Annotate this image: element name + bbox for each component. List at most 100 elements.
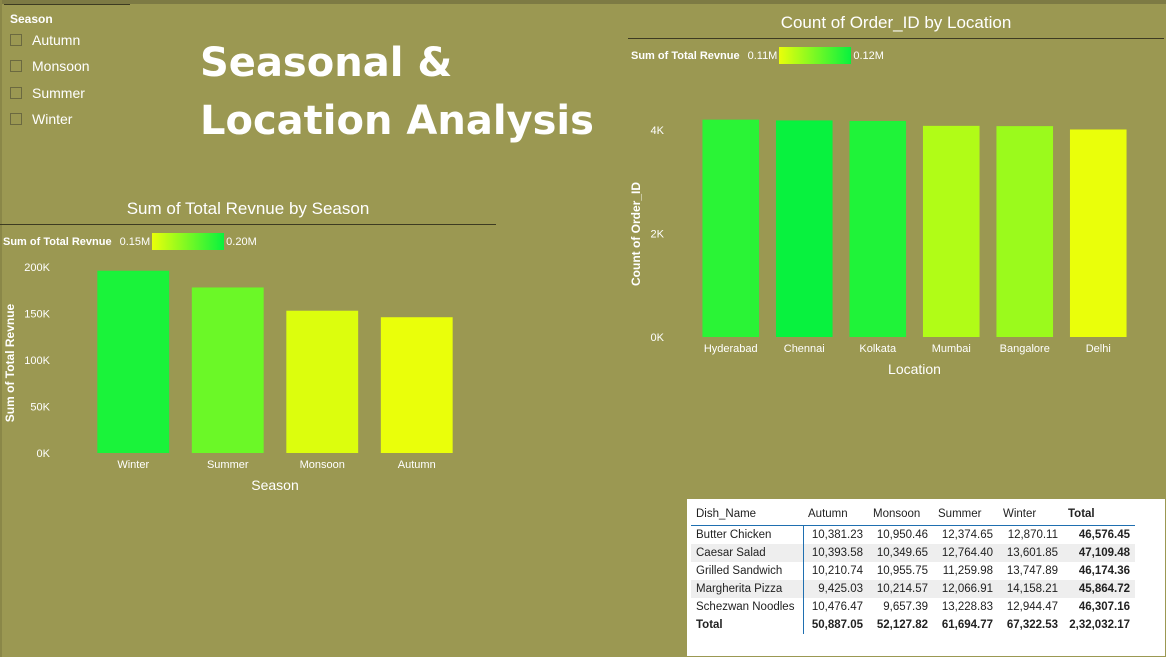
top-border: [0, 0, 1166, 4]
checkbox[interactable]: [10, 60, 22, 72]
dish-name-cell: Caesar Salad: [696, 547, 766, 559]
bar-chennai: [775, 120, 833, 337]
total-value-cell: 61,694.77: [941, 619, 993, 631]
page-title-line2: Location Analysis: [200, 98, 594, 144]
y-tick-label: 4K: [651, 125, 665, 137]
table-header-row: Dish_Name Autumn Monsoon Summer Winter T…: [691, 503, 1135, 526]
y-tick-label: 2K: [651, 229, 665, 241]
season-chart-title: Sum of Total Revnue by Season: [126, 199, 370, 218]
x-tick-label: Autumn: [398, 459, 436, 471]
legend-gradient: [779, 47, 852, 64]
legend-title: Sum of Total Revnue: [3, 235, 112, 248]
y-tick-label: 0K: [651, 332, 665, 344]
slicer-item-autumn[interactable]: Autumn: [10, 31, 80, 49]
column-header[interactable]: Total: [1068, 508, 1095, 520]
y-tick-label: 200K: [24, 262, 50, 274]
x-axis-title: Season: [251, 477, 298, 493]
value-cell: 13,228.83: [941, 601, 993, 613]
bar-winter: [97, 270, 170, 453]
season-chart-divider: [0, 224, 496, 225]
table-row: Margherita Pizza 9,425.03 10,214.57 12,066.…: [691, 580, 1135, 598]
x-tick-label: Kolkata: [859, 343, 897, 355]
column-header[interactable]: Autumn: [808, 508, 848, 520]
bar-autumn: [380, 317, 453, 453]
slicer-item-label: Autumn: [32, 32, 81, 48]
total-value-cell: 67,322.53: [1006, 619, 1058, 631]
x-tick-label: Monsoon: [300, 459, 345, 471]
value-cell: 13,747.89: [1006, 565, 1058, 577]
value-cell: 11,259.98: [942, 565, 993, 577]
y-axis-title: Sum of Total Revnue: [3, 303, 17, 422]
column-header[interactable]: Monsoon: [873, 508, 921, 520]
revenue-matrix-panel: Dish_Name Autumn Monsoon Summer Winter T…: [687, 499, 1165, 656]
table-row: Butter Chicken 10,381.23 10,950.46 12,374.6…: [691, 525, 1135, 544]
value-cell: 10,955.75: [876, 565, 928, 577]
dish-name-cell: Grilled Sandwich: [696, 565, 783, 577]
x-tick-label: Delhi: [1086, 343, 1111, 355]
legend-max: 0.20M: [226, 235, 257, 248]
bar-delhi: [1069, 129, 1127, 337]
table-row: Schezwan Noodles 10,476.47 9,657.39 13,228.…: [691, 598, 1135, 616]
column-header[interactable]: Winter: [1003, 508, 1037, 520]
slicer-item-monsoon[interactable]: Monsoon: [10, 57, 90, 75]
table-row: Grilled Sandwich 10,210.74 10,955.75 11,259…: [691, 562, 1135, 580]
x-tick-label: Winter: [117, 459, 149, 471]
x-tick-label: Hyderabad: [704, 343, 758, 355]
slicer-item-summer[interactable]: Summer: [10, 84, 85, 102]
checkbox[interactable]: [10, 113, 22, 125]
checkbox[interactable]: [10, 87, 22, 99]
dish-name-cell: Margherita Pizza: [696, 583, 783, 595]
value-cell: 12,870.11: [1007, 529, 1058, 541]
slicer-item-label: Winter: [32, 111, 73, 127]
x-tick-label: Mumbai: [932, 343, 971, 355]
checkbox[interactable]: [10, 34, 22, 46]
y-tick-label: 100K: [24, 355, 50, 367]
y-axis-title: Count of Order_ID: [629, 182, 643, 286]
value-cell: 10,381.23: [802, 525, 868, 544]
column-header[interactable]: Summer: [938, 508, 982, 520]
bar-hyderabad: [702, 119, 760, 338]
x-tick-label: Bangalore: [1000, 343, 1050, 355]
bar-kolkata: [849, 120, 907, 337]
value-cell: 10,476.47: [802, 598, 868, 616]
location-chart-divider: [628, 38, 1164, 39]
season-chart-legend: Sum of Total Revnue 0.15M 0.20M: [3, 233, 257, 250]
table-total-row: Total 50,887.05 52,127.82 61,694.77 67,322.5…: [691, 616, 1135, 634]
location-chart-title: Count of Order_ID by Location: [780, 13, 1012, 32]
season-chart: 0K 50K 100K 150K 200K Winter Summer Monsoon Autu…: [3, 262, 453, 493]
total-value-cell: 50,887.05: [802, 616, 868, 634]
slicer-item-winter[interactable]: Winter: [10, 110, 72, 128]
value-cell: 12,066.91: [941, 583, 993, 595]
value-cell: 10,210.74: [802, 562, 868, 580]
y-tick-label: 50K: [30, 402, 50, 414]
value-cell: 46,576.45: [1078, 529, 1130, 541]
bar-mumbai: [922, 125, 980, 337]
value-cell: 14,158.21: [1006, 583, 1058, 595]
value-cell: 9,425.03: [802, 580, 868, 598]
bar-monsoon: [286, 310, 359, 453]
value-cell: 46,174.36: [1078, 565, 1130, 577]
y-tick-label: 150K: [24, 309, 50, 321]
value-cell: 10,393.58: [802, 544, 868, 562]
legend-min: 0.15M: [119, 235, 151, 248]
value-cell: 10,950.46: [876, 529, 928, 541]
value-cell: 46,307.16: [1078, 601, 1130, 613]
x-tick-label: Chennai: [784, 343, 825, 355]
location-chart: 0K 2K 4K Hyderabad Chennai Kolkata Mumbai Banga…: [629, 119, 1127, 377]
bar-summer: [191, 287, 264, 453]
page-title: Seasonal & Location Analysis: [200, 34, 600, 150]
legend-gradient: [152, 233, 225, 250]
column-header[interactable]: Dish_Name: [696, 508, 757, 520]
x-tick-label: Summer: [207, 459, 249, 471]
legend-title: Sum of Total Revnue: [631, 49, 740, 62]
total-value-cell: 2,32,032.17: [1069, 619, 1130, 631]
slicer-item-label: Monsoon: [32, 58, 90, 74]
slicer-item-label: Summer: [32, 85, 85, 101]
total-label-cell: Total: [696, 619, 723, 631]
slicer-title: Season: [10, 12, 53, 26]
y-tick-label: 0K: [37, 448, 51, 460]
x-axis-title: Location: [888, 361, 941, 377]
value-cell: 45,864.72: [1078, 583, 1130, 595]
table-row: Caesar Salad 10,393.58 10,349.65 12,764.40 1…: [691, 544, 1135, 562]
revenue-matrix: Dish_Name Autumn Monsoon Summer Winter T…: [691, 503, 1135, 634]
